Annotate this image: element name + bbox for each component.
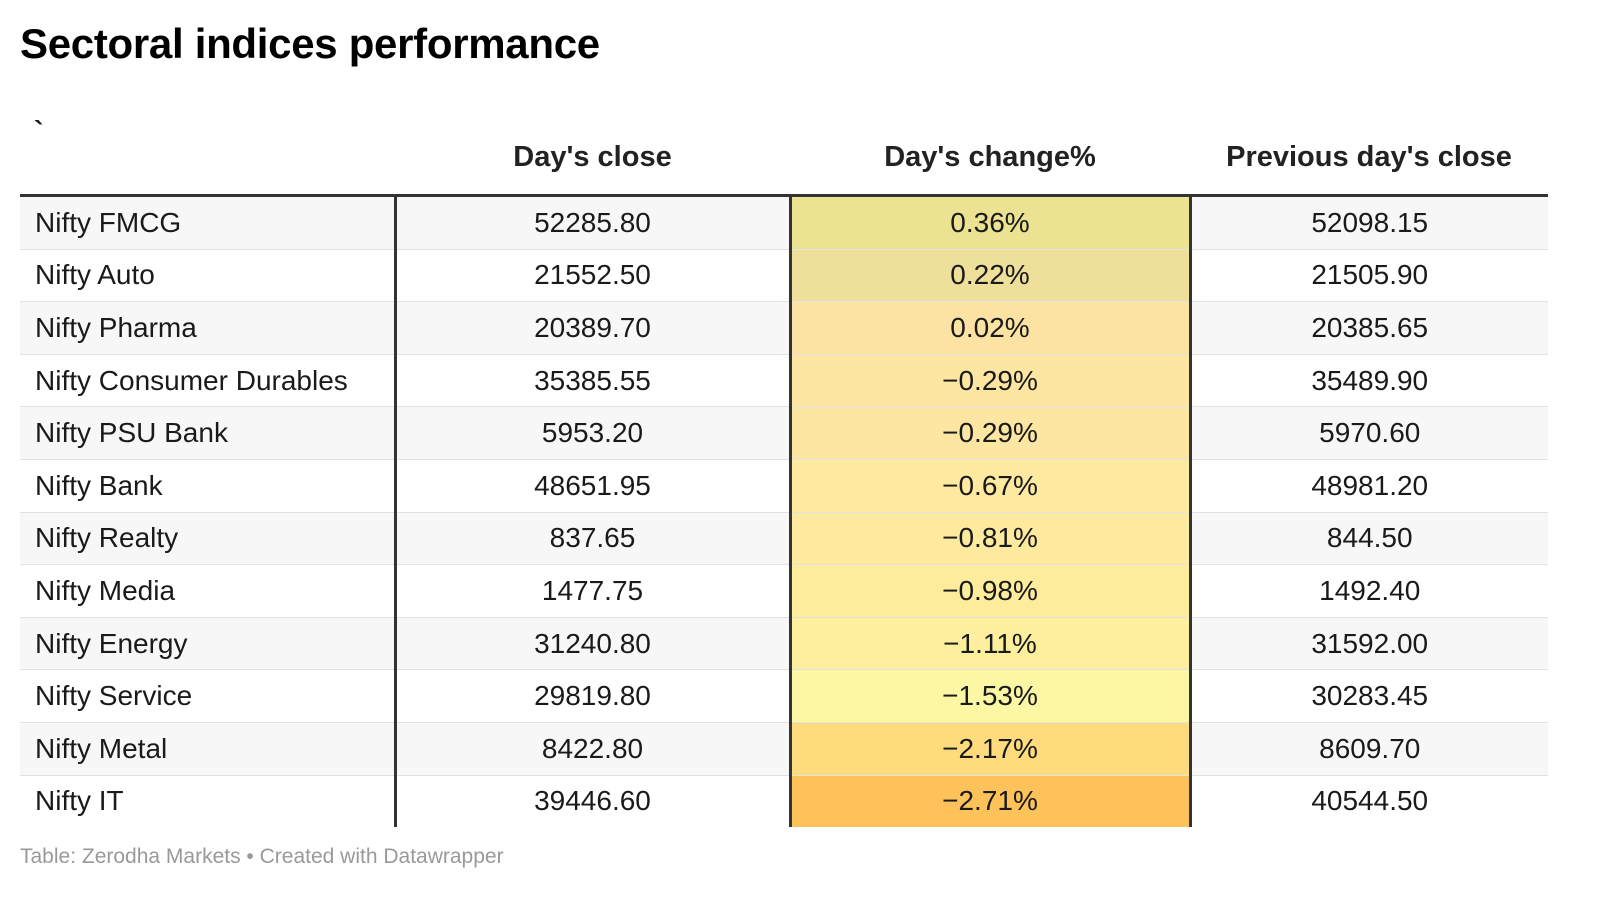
cell-days-close: 5953.20 <box>395 406 792 460</box>
cell-index-name: Nifty Realty <box>20 512 397 566</box>
cell-days-change: 0.22% <box>790 249 1192 303</box>
cell-days-change: −2.17% <box>790 722 1192 776</box>
cell-previous-close: 30283.45 <box>1190 669 1548 723</box>
cell-previous-close: 8609.70 <box>1190 722 1548 776</box>
cell-days-change: −0.98% <box>790 564 1192 618</box>
column-header-previous-close: Previous day's close <box>1190 104 1548 197</box>
cell-days-close: 35385.55 <box>395 354 792 408</box>
sectoral-table: ` Day's close Day's change% Previous day… <box>20 104 1548 828</box>
cell-index-name: Nifty Media <box>20 564 397 618</box>
cell-index-name: Nifty Metal <box>20 722 397 776</box>
column-header-days-change: Day's change% <box>790 104 1190 197</box>
cell-previous-close: 35489.90 <box>1190 354 1548 408</box>
cell-previous-close: 48981.20 <box>1190 459 1548 513</box>
cell-index-name: Nifty IT <box>20 775 397 828</box>
table-row: Nifty Consumer Durables 35385.55 −0.29% 354… <box>20 354 1548 408</box>
cell-previous-close: 21505.90 <box>1190 249 1548 303</box>
column-header-index: ` <box>20 104 395 197</box>
cell-days-change: −1.53% <box>790 669 1192 723</box>
cell-days-close: 837.65 <box>395 512 792 566</box>
cell-previous-close: 40544.50 <box>1190 775 1548 828</box>
cell-days-close: 29819.80 <box>395 669 792 723</box>
cell-days-change: 0.36% <box>790 195 1192 250</box>
table-body: Nifty FMCG 52285.80 0.36% 52098.15 Nifty Aut… <box>20 195 1548 828</box>
table-row: Nifty Realty 837.65 −0.81% 844.50 <box>20 512 1548 566</box>
source-footer: Table: Zerodha Markets • Created with Da… <box>20 845 504 868</box>
cell-days-change: −0.29% <box>790 406 1192 460</box>
cell-index-name: Nifty Consumer Durables <box>20 354 397 408</box>
cell-days-change: −0.67% <box>790 459 1192 513</box>
chart-title: Sectoral indices performance <box>20 20 600 67</box>
table-row: Nifty Media 1477.75 −0.98% 1492.40 <box>20 564 1548 618</box>
table-row: Nifty PSU Bank 5953.20 −0.29% 5970.60 <box>20 406 1548 460</box>
cell-previous-close: 52098.15 <box>1190 195 1548 250</box>
cell-previous-close: 1492.40 <box>1190 564 1548 618</box>
cell-index-name: Nifty Energy <box>20 617 397 671</box>
cell-days-close: 8422.80 <box>395 722 792 776</box>
cell-days-close: 52285.80 <box>395 195 792 250</box>
table-row: Nifty Bank 48651.95 −0.67% 48981.20 <box>20 459 1548 513</box>
cell-index-name: Nifty FMCG <box>20 195 397 250</box>
cell-index-name: Nifty PSU Bank <box>20 406 397 460</box>
cell-days-change: 0.02% <box>790 301 1192 355</box>
cell-index-name: Nifty Auto <box>20 249 397 303</box>
cell-days-change: −0.81% <box>790 512 1192 566</box>
cell-days-close: 20389.70 <box>395 301 792 355</box>
table-row: Nifty Pharma 20389.70 0.02% 20385.65 <box>20 301 1548 355</box>
cell-previous-close: 5970.60 <box>1190 406 1548 460</box>
table-row: Nifty Auto 21552.50 0.22% 21505.90 <box>20 249 1548 303</box>
table-row: Nifty Service 29819.80 −1.53% 30283.45 <box>20 669 1548 723</box>
table-row: Nifty Metal 8422.80 −2.17% 8609.70 <box>20 722 1548 776</box>
cell-days-change: −2.71% <box>790 775 1192 828</box>
table-row: Nifty FMCG 52285.80 0.36% 52098.15 <box>20 195 1548 250</box>
cell-days-close: 21552.50 <box>395 249 792 303</box>
cell-days-change: −1.11% <box>790 617 1192 671</box>
cell-previous-close: 31592.00 <box>1190 617 1548 671</box>
cell-days-close: 1477.75 <box>395 564 792 618</box>
cell-index-name: Nifty Bank <box>20 459 397 513</box>
table-row: Nifty Energy 31240.80 −1.11% 31592.00 <box>20 617 1548 671</box>
cell-days-close: 48651.95 <box>395 459 792 513</box>
cell-days-close: 31240.80 <box>395 617 792 671</box>
cell-index-name: Nifty Pharma <box>20 301 397 355</box>
column-header-days-close: Day's close <box>395 104 790 197</box>
cell-days-change: −0.29% <box>790 354 1192 408</box>
cell-previous-close: 844.50 <box>1190 512 1548 566</box>
cell-previous-close: 20385.65 <box>1190 301 1548 355</box>
cell-index-name: Nifty Service <box>20 669 397 723</box>
table-header-row: ` Day's close Day's change% Previous day… <box>20 104 1548 197</box>
cell-days-close: 39446.60 <box>395 775 792 828</box>
table-row: Nifty IT 39446.60 −2.71% 40544.50 <box>20 775 1548 828</box>
